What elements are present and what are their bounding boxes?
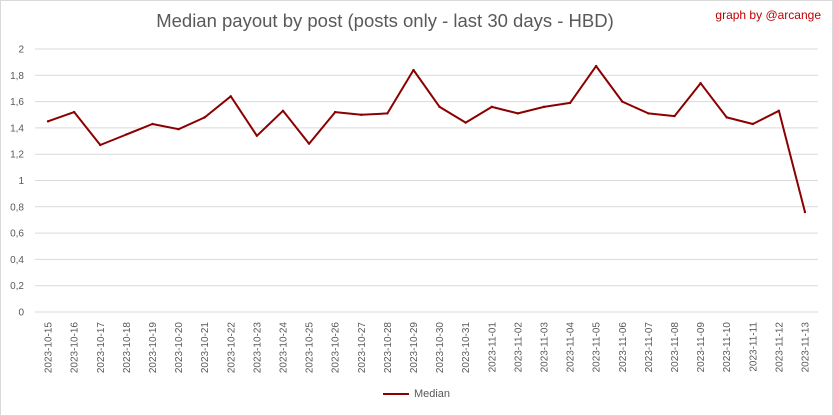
data-point	[542, 105, 546, 109]
x-tick-label: 2023-10-25	[305, 322, 316, 374]
data-point	[699, 81, 702, 85]
x-tick-label: 2023-10-23	[252, 322, 263, 374]
data-point	[203, 116, 206, 119]
x-tick-label: 2023-10-22	[226, 322, 237, 374]
chart-title: Median payout by post (posts only - last…	[156, 10, 614, 31]
data-point	[333, 110, 337, 114]
y-tick-label: 0	[18, 308, 24, 319]
y-tick-label: 1,4	[10, 123, 24, 134]
y-tick-label: 0,2	[10, 281, 24, 292]
x-tick-label: 2023-10-31	[461, 322, 472, 374]
data-point	[99, 143, 102, 147]
data-point	[673, 114, 676, 118]
x-tick-label: 2023-11-02	[513, 322, 524, 373]
data-point	[360, 113, 363, 116]
x-tick-label: 2023-11-09	[696, 322, 707, 373]
data-point	[177, 128, 180, 131]
x-tick-label: 2023-10-28	[383, 322, 394, 374]
x-tick-label: 2023-10-20	[174, 322, 185, 374]
data-point	[229, 95, 232, 98]
data-point	[125, 133, 128, 136]
data-point	[490, 105, 493, 109]
x-tick-label: 2023-10-21	[200, 322, 211, 374]
series-layer	[46, 64, 807, 214]
x-tick-label: 2023-10-29	[409, 322, 420, 374]
data-point	[281, 109, 285, 113]
legend: Median	[0, 388, 833, 400]
x-axis-ticks: 2023-10-15 2023-10-16 2023-10-17 2023-10-18…	[44, 322, 812, 374]
data-point	[516, 112, 520, 115]
data-point	[255, 134, 259, 137]
x-tick-label: 2023-10-17	[96, 322, 107, 374]
x-tick-label: 2023-11-03	[539, 322, 550, 373]
y-tick-label: 0,6	[10, 229, 24, 240]
data-point	[412, 68, 415, 72]
data-point	[386, 112, 389, 115]
y-tick-label: 2	[18, 45, 24, 56]
x-tick-label: 2023-10-24	[278, 322, 289, 374]
data-point	[72, 110, 76, 114]
data-point	[647, 112, 650, 115]
y-tick-label: 0,4	[10, 255, 24, 266]
y-tick-label: 0,8	[10, 202, 24, 213]
series-line-median	[47, 65, 806, 214]
x-tick-label: 2023-11-06	[618, 322, 629, 373]
legend-label-median: Median	[413, 388, 451, 400]
data-point	[621, 100, 624, 103]
chart-credit: graph by @arcange	[715, 8, 821, 22]
y-tick-label: 1	[18, 176, 24, 187]
x-tick-label: 2023-10-27	[357, 322, 368, 374]
x-tick-label: 2023-11-12	[774, 322, 785, 373]
x-tick-label: 2023-11-11	[748, 322, 759, 372]
x-tick-label: 2023-10-19	[148, 322, 159, 374]
data-point	[46, 120, 50, 123]
gridlines	[35, 48, 818, 313]
y-axis-ticks: 0 0,2 0,4 0,6 0,8 1 1,2 1,4 1,6 1,8 2	[10, 45, 24, 319]
data-point	[307, 142, 311, 145]
data-point	[594, 64, 598, 68]
y-tick-label: 1,8	[10, 71, 24, 82]
data-point	[464, 121, 467, 124]
x-tick-label: 2023-11-07	[644, 322, 655, 373]
data-point	[777, 109, 781, 113]
data-point	[725, 116, 728, 119]
data-point	[803, 210, 807, 214]
data-point	[438, 105, 441, 109]
x-tick-label: 2023-10-18	[122, 322, 133, 374]
x-tick-label: 2023-11-08	[670, 322, 681, 373]
x-tick-label: 2023-11-04	[566, 322, 577, 373]
x-tick-label: 2023-10-16	[70, 322, 81, 374]
x-tick-label: 2023-10-26	[331, 322, 342, 374]
x-tick-label: 2023-11-01	[487, 322, 498, 373]
x-tick-label: 2023-11-13	[800, 322, 811, 373]
data-point	[568, 101, 572, 105]
x-tick-label: 2023-11-05	[592, 322, 603, 373]
x-tick-label: 2023-10-15	[44, 322, 55, 374]
legend-swatch-median	[382, 393, 409, 395]
data-point	[751, 122, 754, 126]
y-tick-label: 1,2	[10, 150, 24, 161]
data-point	[151, 122, 154, 126]
y-tick-label: 1,6	[10, 97, 24, 108]
x-tick-label: 2023-10-30	[435, 322, 446, 374]
x-tick-label: 2023-11-10	[722, 322, 733, 373]
